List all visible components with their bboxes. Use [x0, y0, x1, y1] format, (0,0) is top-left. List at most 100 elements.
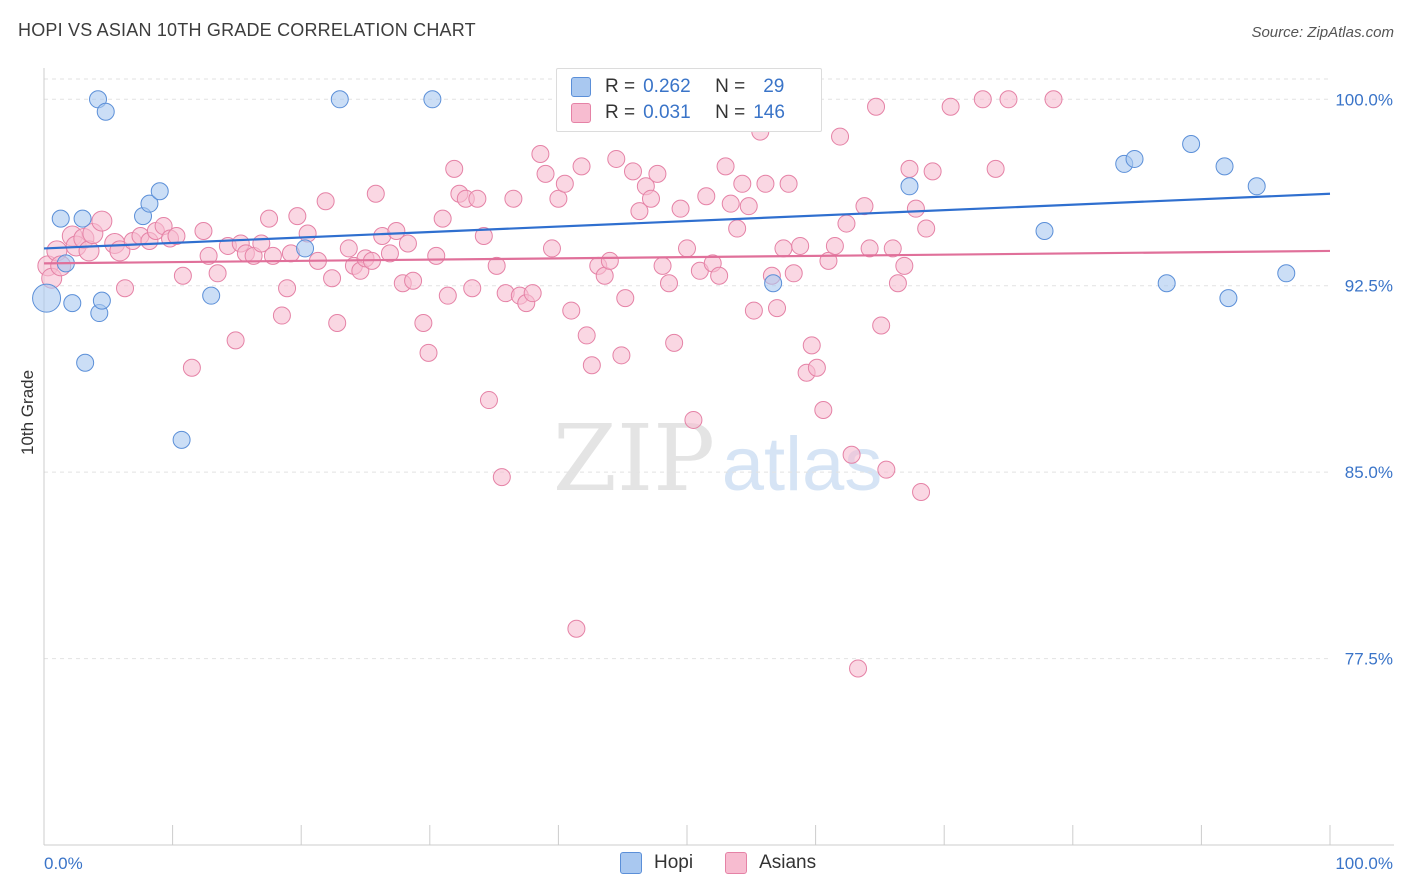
- asians-point: [272, 306, 291, 325]
- asians-point: [791, 236, 810, 255]
- asians-point: [648, 164, 667, 183]
- hopi-point: [423, 90, 442, 109]
- asians-point: [398, 234, 417, 253]
- hopi-point: [1219, 289, 1238, 308]
- hopi-n-value: 29: [763, 76, 785, 97]
- hopi-point: [73, 209, 92, 228]
- hopi-point: [76, 353, 95, 372]
- hopi-point: [1035, 222, 1054, 241]
- asians-point: [194, 222, 213, 241]
- asians-point: [419, 343, 438, 362]
- asians-point: [1044, 90, 1063, 109]
- asians-point: [208, 264, 227, 283]
- hopi-swatch: [571, 77, 591, 97]
- asians-point: [595, 266, 614, 285]
- asians-point: [572, 157, 591, 176]
- asians-point: [837, 214, 856, 233]
- hopi-point: [900, 177, 919, 196]
- asians-point: [278, 279, 297, 298]
- asians-point: [260, 209, 279, 228]
- asians-point: [387, 222, 406, 241]
- y-tick-label: 85.0%: [1345, 463, 1393, 482]
- asians-point: [298, 224, 317, 243]
- hopi-point: [1182, 135, 1201, 154]
- asians-point: [728, 219, 747, 238]
- asians-point: [577, 326, 596, 345]
- asians-point: [567, 619, 586, 638]
- asians-point: [883, 239, 902, 258]
- asians-point: [710, 266, 729, 285]
- asians-point: [849, 659, 868, 678]
- asians-point: [366, 184, 385, 203]
- asians-point: [756, 174, 775, 193]
- asians-point: [536, 164, 555, 183]
- asians-trend-line: [43, 249, 1331, 265]
- asians-point: [549, 189, 568, 208]
- asians-point: [807, 358, 826, 377]
- asians-point: [487, 256, 506, 275]
- stats-legend: R = 0.262 N = 29 R = 0.031 N = 146: [556, 68, 822, 132]
- asians-point: [427, 246, 446, 265]
- asians-point: [404, 271, 423, 290]
- asians-point: [173, 266, 192, 285]
- hopi-n-label: N =: [715, 76, 746, 97]
- asians-point: [542, 239, 561, 258]
- asians-point: [733, 174, 752, 193]
- hopi-r-value: 0.262: [643, 76, 691, 97]
- asians-point: [445, 159, 464, 178]
- hopi-point: [764, 274, 783, 293]
- asians-point: [999, 90, 1018, 109]
- asians-point: [872, 316, 891, 335]
- hopi-point: [1125, 149, 1144, 168]
- asians-point: [867, 97, 886, 116]
- x-tick-label: 0.0%: [44, 854, 83, 873]
- asians-point: [607, 149, 626, 168]
- asians-point: [562, 301, 581, 320]
- y-tick-label: 100.0%: [1335, 90, 1393, 109]
- hopi-point: [51, 209, 70, 228]
- legend-item-hopi: Hopi: [620, 852, 693, 874]
- asians-r-value: 0.031: [643, 102, 691, 123]
- asians-point: [671, 199, 690, 218]
- asians-point: [523, 284, 542, 303]
- hopi-point: [1247, 177, 1266, 196]
- asians-point: [659, 274, 678, 293]
- y-axis-label: 10th Grade: [18, 369, 37, 455]
- asians-point: [623, 162, 642, 181]
- asians-point: [600, 251, 619, 270]
- asians-point: [226, 331, 245, 350]
- asians-point: [678, 239, 696, 258]
- asians-point: [860, 239, 879, 258]
- asians-point: [665, 333, 684, 352]
- asians-point: [288, 207, 307, 226]
- asians-point: [199, 246, 218, 265]
- asians-point: [504, 189, 523, 208]
- asians-point: [888, 274, 907, 293]
- asians-point: [414, 314, 433, 332]
- hopi-legend-swatch: [620, 852, 642, 874]
- asians-point: [842, 445, 861, 464]
- asians-legend-swatch: [725, 852, 748, 874]
- hopi-point: [140, 194, 159, 213]
- asians-point: [716, 157, 735, 176]
- hopi-point: [296, 239, 315, 258]
- asians-point: [917, 219, 936, 238]
- asians-n-label: N =: [715, 102, 746, 123]
- asians-point: [91, 210, 113, 232]
- hopi-point: [1215, 157, 1234, 176]
- asians-point: [641, 189, 660, 208]
- hopi-point: [96, 102, 115, 121]
- asians-point: [784, 264, 803, 283]
- asians-point: [492, 468, 511, 487]
- asians-point: [328, 314, 347, 332]
- y-tick-label: 92.5%: [1345, 277, 1393, 296]
- watermark-atlas: atlas: [722, 422, 883, 507]
- asians-point: [923, 162, 942, 181]
- series-legend: Hopi Asians: [620, 852, 848, 874]
- hopi-point: [172, 430, 191, 449]
- asians-point: [380, 244, 399, 263]
- asians-point: [855, 197, 874, 216]
- hopi-point: [150, 182, 169, 201]
- asians-point: [973, 90, 992, 109]
- hopi-point: [63, 294, 82, 313]
